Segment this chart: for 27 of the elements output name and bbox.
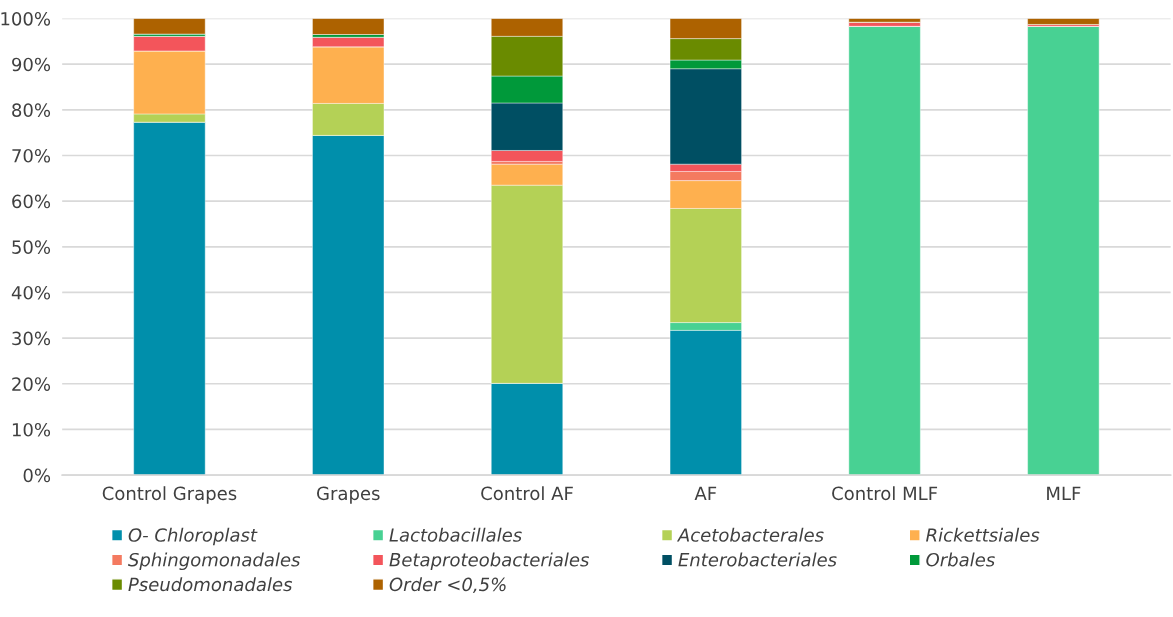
legend-label: Acetobacterales (676, 527, 824, 542)
legend-label: Rickettsiales (926, 527, 1040, 542)
legend-label: Lactobacillales (389, 527, 522, 542)
legend-label: Betaproteobacteriales (389, 552, 590, 571)
x-tick-label: Grapes (317, 486, 380, 504)
y-tick-label: 90% (12, 57, 51, 72)
legend-label: Orbales (926, 552, 995, 567)
legend-label: Order <0,5% (389, 577, 506, 594)
y-tick-label: 10% (12, 422, 51, 437)
y-tick-label: 30% (12, 331, 51, 346)
legend-label: O- Chloroplast (128, 527, 258, 546)
y-tick-label: 70% (12, 148, 51, 163)
y-tick-label: 0% (23, 468, 51, 483)
x-tick-label: Control Grapes (102, 486, 237, 504)
x-tick-label: Control AF (481, 486, 573, 501)
y-tick-label: 50% (12, 240, 51, 254)
x-tick-label: MLF (1047, 486, 1081, 500)
y-tick-label: 60% (12, 194, 51, 209)
x-tick-label: Control MLF (832, 486, 938, 501)
y-tick-label: 20% (12, 377, 51, 391)
legend-label: Pseudomonadales (128, 577, 293, 592)
y-tick-label: 100% (1, 11, 51, 26)
x-tick-label: AF (694, 486, 717, 500)
y-tick-label: 40% (11, 285, 51, 300)
legend-label: Sphingomonadales (128, 552, 301, 571)
y-tick-label: 80% (12, 103, 51, 117)
legend-label: Enterobacteriales (678, 552, 837, 567)
